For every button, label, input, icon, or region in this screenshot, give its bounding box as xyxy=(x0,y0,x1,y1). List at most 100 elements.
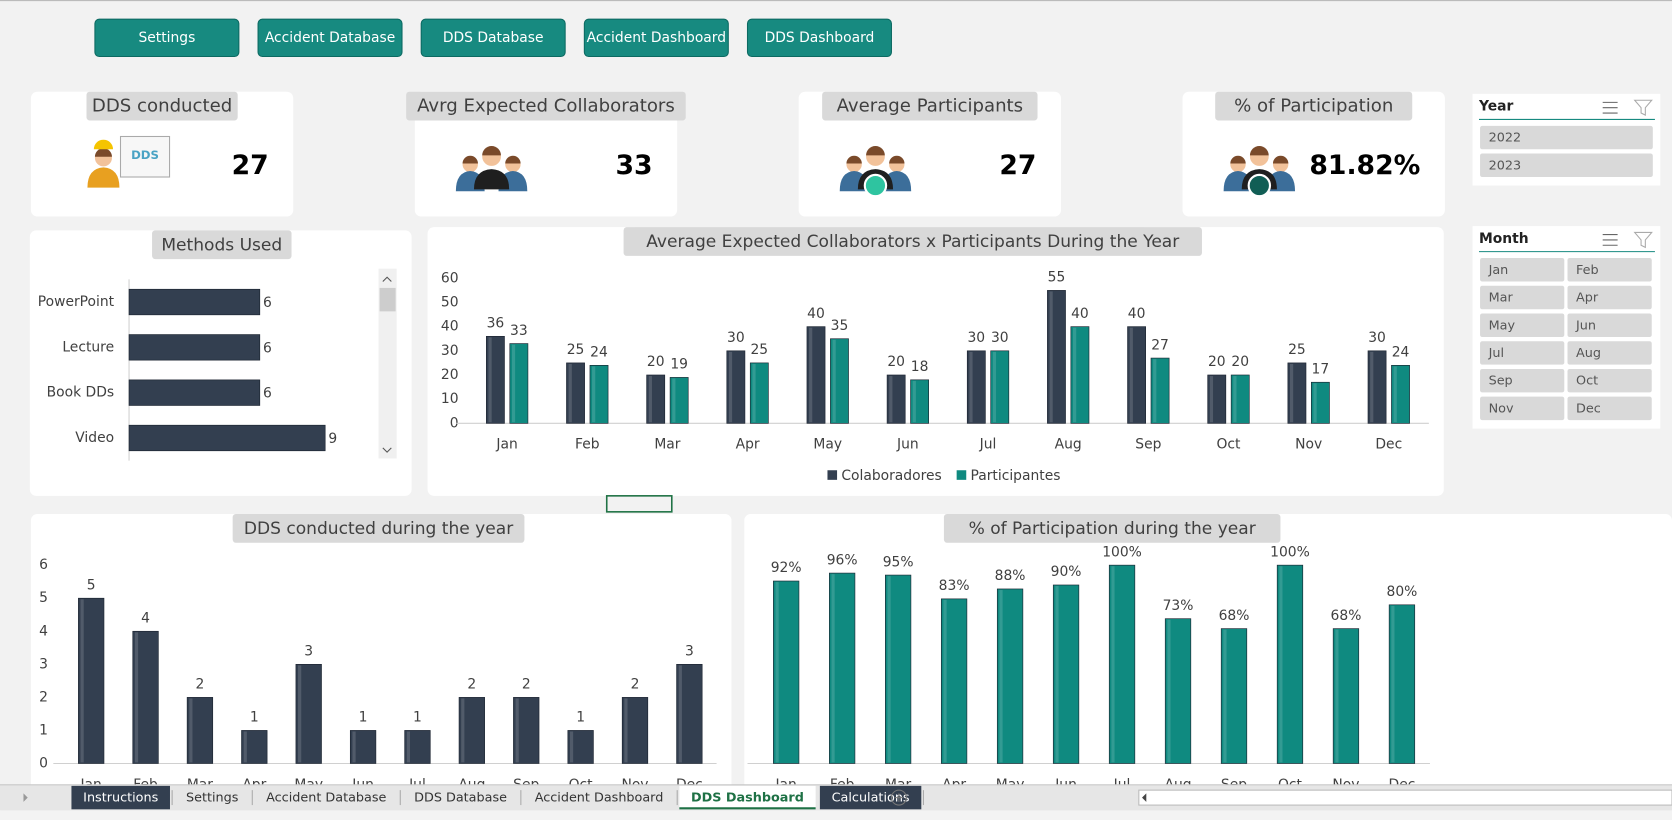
slicer-item-label[interactable]: Jun xyxy=(1575,318,1596,333)
nav-button[interactable] xyxy=(583,18,729,58)
icon-helmet xyxy=(93,139,114,150)
data-label: 6 xyxy=(263,386,272,402)
nav-button[interactable] xyxy=(420,18,566,58)
sheet-tab[interactable] xyxy=(174,785,251,810)
slicer-multiselect[interactable] xyxy=(1602,234,1618,246)
slicer-item-label[interactable]: Jan xyxy=(1488,263,1509,278)
bar-shine xyxy=(1167,619,1171,763)
legend-swatch xyxy=(956,470,967,480)
slicer-item-label[interactable]: Sep xyxy=(1489,374,1513,389)
bar-shine xyxy=(406,731,411,763)
sheet-tab-label[interactable]: Calculations xyxy=(832,791,910,806)
slicer-item[interactable] xyxy=(1480,313,1565,337)
slicer-item-label[interactable]: Feb xyxy=(1576,263,1599,278)
slicer-item-label[interactable]: Jul xyxy=(1488,346,1504,361)
y-tick-label: 0 xyxy=(39,755,48,771)
bar-shine xyxy=(592,366,596,423)
slicer-multiselect[interactable] xyxy=(1602,101,1618,114)
bar xyxy=(1220,628,1248,764)
sheet-tab[interactable] xyxy=(819,785,922,810)
scroll-down[interactable] xyxy=(382,447,392,453)
slicer-item[interactable] xyxy=(1480,341,1565,365)
slicer-item[interactable] xyxy=(1480,258,1565,282)
sheet-tabs: Instructions Settings Accident Database DDS… xyxy=(71,785,924,810)
data-label: 27 xyxy=(1151,337,1169,353)
bar-shine xyxy=(1289,363,1294,423)
slicer-item-label[interactable]: 2023 xyxy=(1489,158,1522,173)
scroll-up[interactable] xyxy=(382,276,392,282)
slicer-item[interactable] xyxy=(1480,396,1565,421)
slicer-item[interactable] xyxy=(1567,341,1652,365)
bar-shine xyxy=(134,632,139,763)
y-tick-label: 40 xyxy=(441,319,459,335)
bar-shine xyxy=(1313,383,1317,423)
slicer-item[interactable] xyxy=(1480,153,1653,178)
slicer-item[interactable] xyxy=(1480,368,1565,393)
slicer-item-label[interactable]: Dec xyxy=(1576,401,1601,416)
y-tick-label: 60 xyxy=(441,270,459,286)
h-scrollbar[interactable] xyxy=(1138,789,1672,806)
bar-shine xyxy=(189,698,193,763)
nav-button-label[interactable]: DDS Database xyxy=(443,30,544,46)
sheet-tab-label[interactable]: Settings xyxy=(186,791,239,806)
slicer-item[interactable] xyxy=(1567,285,1652,310)
sheet-tab-label[interactable]: DDS Dashboard xyxy=(691,791,804,806)
data-label: 1 xyxy=(250,710,259,726)
slicer-item[interactable] xyxy=(1480,285,1565,310)
slicer-item-label[interactable]: Nov xyxy=(1489,401,1514,416)
sheet-tab[interactable] xyxy=(71,785,170,810)
nav-button-label[interactable]: Accident Database xyxy=(265,30,395,46)
slicer-item[interactable] xyxy=(1480,125,1653,150)
icon-board-text: DDS xyxy=(131,148,159,162)
slicer-item-label[interactable]: Oct xyxy=(1576,374,1598,389)
tab-nav[interactable] xyxy=(23,793,28,802)
slicer-item-label[interactable]: Mar xyxy=(1489,291,1514,306)
sheet-tab[interactable] xyxy=(254,785,399,810)
nav-button-label[interactable]: Settings xyxy=(138,30,195,46)
slicer-item-label[interactable]: Aug xyxy=(1576,346,1601,361)
scrollbar-thumb[interactable] xyxy=(379,287,396,312)
data-label: 25 xyxy=(567,342,585,358)
kpi-value: 27 xyxy=(232,150,269,181)
icon-hair xyxy=(889,155,905,164)
h-scroll-left[interactable] xyxy=(1142,793,1147,802)
slicer-item[interactable] xyxy=(1567,368,1652,393)
y-tick-label: Video xyxy=(75,430,114,446)
bar xyxy=(1150,357,1170,424)
bar-shine xyxy=(1233,376,1237,423)
kpi-title: Avrg Expected Collaborators xyxy=(417,96,675,117)
nav-button[interactable] xyxy=(94,18,240,58)
sheet-tab-label[interactable]: Instructions xyxy=(83,791,158,806)
sheet-tab[interactable] xyxy=(679,785,816,810)
add-sheet[interactable] xyxy=(890,789,907,806)
sheet-tab-label[interactable]: Accident Dashboard xyxy=(535,791,664,806)
data-label: 88% xyxy=(995,568,1026,584)
nav-button[interactable] xyxy=(746,18,892,58)
sheet-tab[interactable] xyxy=(522,785,676,810)
slicer-clear[interactable] xyxy=(1633,99,1653,117)
y-tick-label: 4 xyxy=(39,623,48,639)
bar-shine xyxy=(1393,366,1397,423)
slicer-clear[interactable] xyxy=(1633,231,1653,249)
nav-button-label[interactable]: DDS Dashboard xyxy=(765,30,875,46)
slicer-item[interactable] xyxy=(1567,313,1652,337)
nav-button[interactable] xyxy=(257,18,403,58)
scrollbar[interactable] xyxy=(378,268,397,459)
data-label: 1 xyxy=(359,710,368,726)
data-label: 80% xyxy=(1387,584,1418,600)
sheet-tab-label[interactable]: Accident Database xyxy=(266,791,386,806)
slicer-item-label[interactable]: Apr xyxy=(1576,291,1599,306)
data-label: 95% xyxy=(883,554,914,570)
sheet-tab[interactable] xyxy=(402,785,519,810)
chart-title: Methods Used xyxy=(161,235,282,255)
bar xyxy=(78,597,105,764)
data-label: 18 xyxy=(911,359,929,375)
slicer-item[interactable] xyxy=(1567,258,1652,282)
bar-shine xyxy=(992,351,997,423)
slicer-item-label[interactable]: May xyxy=(1489,318,1516,333)
sheet-tab-label[interactable]: DDS Database xyxy=(414,791,507,806)
slicer-item-label[interactable]: 2022 xyxy=(1489,131,1522,146)
bar-shine xyxy=(1049,291,1053,423)
slicer-item[interactable] xyxy=(1567,396,1652,421)
nav-button-label[interactable]: Accident Dashboard xyxy=(587,30,726,46)
